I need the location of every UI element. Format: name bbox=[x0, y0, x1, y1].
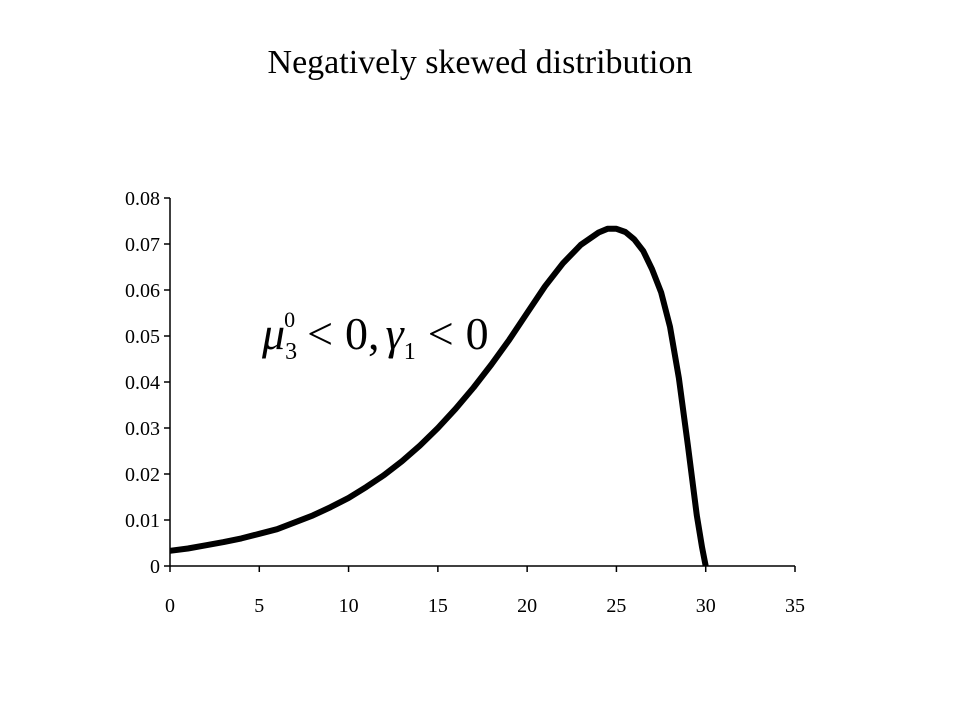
zero-1: 0, bbox=[345, 308, 380, 359]
less-than-1: < bbox=[307, 308, 334, 359]
mu-subscript: 3 bbox=[285, 339, 298, 365]
y-tick-label: 0.08 bbox=[125, 188, 160, 210]
y-tick-label: 0.03 bbox=[125, 418, 160, 440]
y-axis: 0 0.01 0.02 0.03 0.04 0.05 0.06 0.07 0.08 bbox=[125, 188, 171, 578]
x-axis: 0 5 10 15 20 25 30 35 bbox=[165, 565, 805, 617]
x-tick-label: 5 bbox=[254, 595, 264, 617]
zero-2: 0 bbox=[465, 308, 489, 359]
series-line-0 bbox=[169, 225, 709, 567]
y-tick-label: 0.05 bbox=[125, 326, 160, 348]
x-tick-label: 15 bbox=[428, 595, 448, 617]
gamma-subscript: 1 bbox=[403, 339, 416, 365]
chart-title: Negatively skewed distribution bbox=[267, 44, 693, 81]
mu-symbol: μ bbox=[262, 308, 286, 359]
y-tick-label: 0.06 bbox=[125, 280, 160, 302]
x-tick-label: 10 bbox=[339, 595, 359, 617]
y-tick-label: 0 bbox=[150, 556, 160, 578]
x-tick-label: 25 bbox=[606, 595, 626, 617]
less-than-2: < bbox=[427, 308, 454, 359]
y-tick-label: 0.07 bbox=[125, 234, 160, 256]
y-tick-label: 0.01 bbox=[125, 510, 160, 532]
y-tick-label: 0.02 bbox=[125, 464, 160, 486]
y-tick-label: 0.04 bbox=[125, 372, 160, 394]
skewness-annotation: μ30 <0, γ1 <0 bbox=[262, 307, 489, 365]
mu-superscript: 0 bbox=[284, 307, 296, 332]
gamma-symbol: γ bbox=[385, 308, 404, 359]
x-tick-label: 30 bbox=[696, 595, 716, 617]
x-tick-label: 20 bbox=[517, 595, 537, 617]
x-tick-label: 0 bbox=[165, 595, 175, 617]
x-tick-label: 35 bbox=[785, 595, 805, 617]
series-layer bbox=[169, 225, 709, 567]
